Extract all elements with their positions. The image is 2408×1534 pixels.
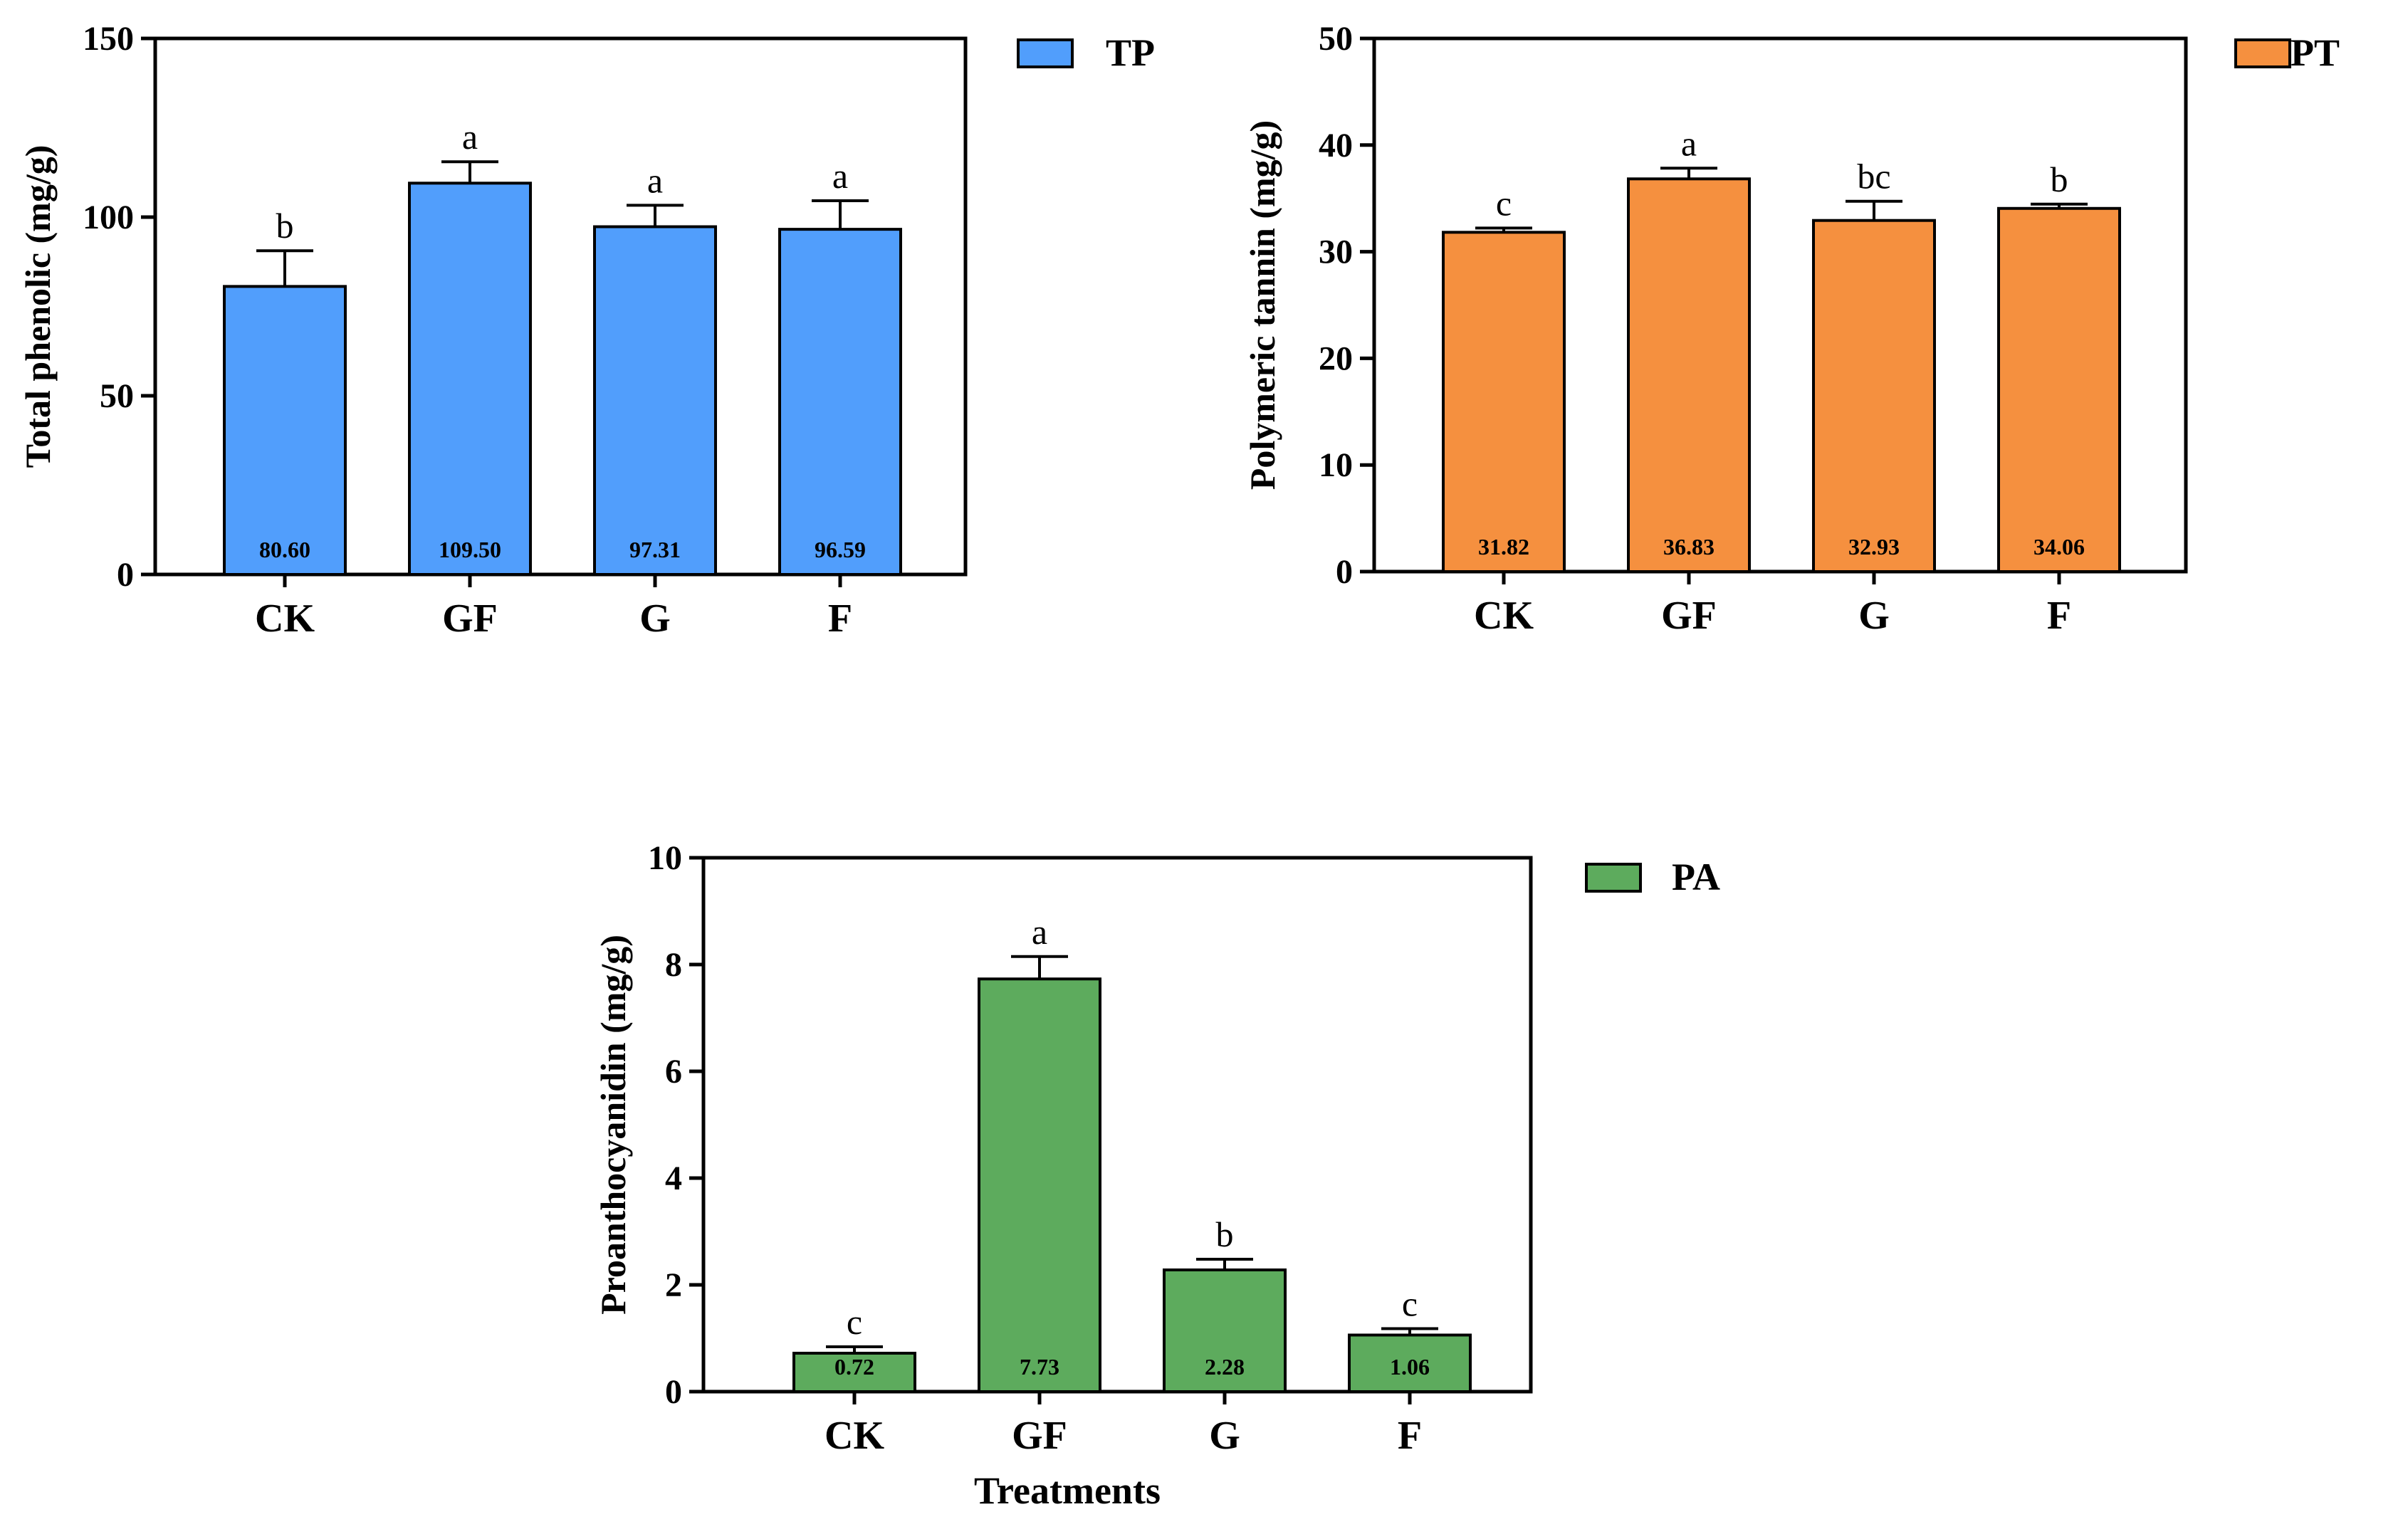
pa-bar-ck [792, 1352, 916, 1393]
tp-value-label: 96.59 [815, 537, 866, 562]
pa-ytick-label: 8 [665, 946, 682, 984]
pa-ytick-label: 6 [665, 1053, 682, 1091]
tp-sig-label: b [276, 206, 294, 246]
pa-bar-gf [978, 977, 1101, 1393]
tp-bar-ck [223, 285, 347, 576]
tp-category-label: G [639, 597, 671, 641]
pa-value-label: 2.28 [1205, 1354, 1245, 1380]
pt-value-label: 32.93 [1848, 534, 1900, 560]
pa-category-label: F [1398, 1414, 1422, 1458]
pt-ytick-label: 30 [1319, 233, 1353, 271]
pt-category-label: F [2047, 594, 2071, 638]
pa-ytick-label: 4 [665, 1160, 682, 1197]
pt-chart: 0 10 20 30 40 50 Polymeric tannin (mg/g) c 31.82… [1242, 20, 2340, 638]
pa-ytick-label: 10 [648, 839, 682, 877]
tp-bar-f [778, 228, 902, 576]
pt-legend-swatch [2234, 38, 2291, 68]
pt-ytick-label: 40 [1319, 127, 1353, 164]
pt-category-label: GF [1661, 594, 1717, 638]
pa-chart: 0 2 4 6 8 10 Proanthocyanidin (mg/g) c 0.72 CK a 7.… [593, 839, 1720, 1512]
pt-ytick-label: 10 [1319, 446, 1353, 484]
tp-bar-gf [408, 182, 532, 576]
tp-ylabel: Total phenolic (mg/g) [18, 145, 58, 468]
tp-ytick-label: 100 [83, 199, 134, 236]
pa-plot-frame [701, 856, 1533, 1394]
pa-sig-label: a [1032, 912, 1047, 952]
pt-category-label: G [1858, 594, 1890, 638]
pt-sig-label: b [2051, 159, 2068, 199]
tp-sig-label: a [647, 160, 663, 200]
tp-category-label: CK [255, 597, 315, 641]
pt-ytick-label: 20 [1319, 340, 1353, 377]
pt-sig-label: a [1681, 123, 1697, 163]
pa-sig-label: c [847, 1302, 862, 1342]
pt-bar-ck [1442, 231, 1566, 573]
pa-xlabel: Treatments [974, 1469, 1161, 1512]
pt-category-label: CK [1474, 594, 1534, 638]
tp-ytick-label: 50 [100, 377, 134, 415]
pt-bar-f [1997, 206, 2121, 573]
pa-sig-label: c [1402, 1284, 1418, 1324]
pa-ylabel: Proanthocyanidin (mg/g) [593, 935, 633, 1315]
tp-category-label: F [828, 597, 852, 641]
tp-sig-label: a [832, 156, 848, 196]
pt-bar-gf [1627, 177, 1751, 573]
tp-bar-g [593, 225, 717, 576]
pa-legend-swatch [1585, 863, 1642, 893]
pa-bar-f [1348, 1333, 1472, 1393]
pa-legend-label: PA [1672, 856, 1720, 898]
pt-value-label: 36.83 [1663, 534, 1715, 560]
pa-category-label: GF [1012, 1414, 1067, 1458]
pt-legend-label: PT [2291, 31, 2340, 74]
pa-value-label: 1.06 [1390, 1354, 1430, 1380]
pt-sig-label: c [1496, 183, 1512, 223]
tp-value-label: 80.60 [259, 537, 310, 562]
pt-plot-frame [1372, 36, 2188, 574]
pt-ylabel: Polymeric tannin (mg/g) [1242, 120, 1282, 490]
tp-ytick-label: 150 [83, 20, 134, 58]
pt-ytick-label: 0 [1336, 553, 1353, 591]
pt-ytick-label: 50 [1319, 20, 1353, 58]
pa-ytick-label: 2 [665, 1266, 682, 1304]
pa-bar-g [1163, 1268, 1287, 1393]
tp-category-label: GF [442, 597, 498, 641]
tp-value-label: 109.50 [439, 537, 501, 562]
pt-value-label: 34.06 [2033, 534, 2085, 560]
tp-legend-label: TP [1106, 31, 1155, 74]
tp-value-label: 97.31 [629, 537, 681, 562]
pt-sig-label: bc [1857, 157, 1890, 196]
pa-ytick-label: 0 [665, 1373, 682, 1411]
pa-value-label: 0.72 [834, 1354, 874, 1380]
tp-chart: 0 50 100 150 Total phenolic (mg/g) b 80.60 CK a 1… [18, 20, 1155, 641]
tp-legend-swatch [1017, 38, 1074, 68]
pa-value-label: 7.73 [1020, 1354, 1059, 1380]
pa-category-label: CK [825, 1414, 884, 1458]
pa-category-label: G [1209, 1414, 1240, 1458]
pt-bar-g [1812, 219, 1936, 573]
tp-ytick-label: 0 [117, 556, 134, 594]
tp-sig-label: a [462, 117, 478, 157]
tp-plot-frame [153, 36, 968, 577]
pa-sig-label: b [1216, 1214, 1234, 1254]
pt-value-label: 31.82 [1478, 534, 1529, 560]
